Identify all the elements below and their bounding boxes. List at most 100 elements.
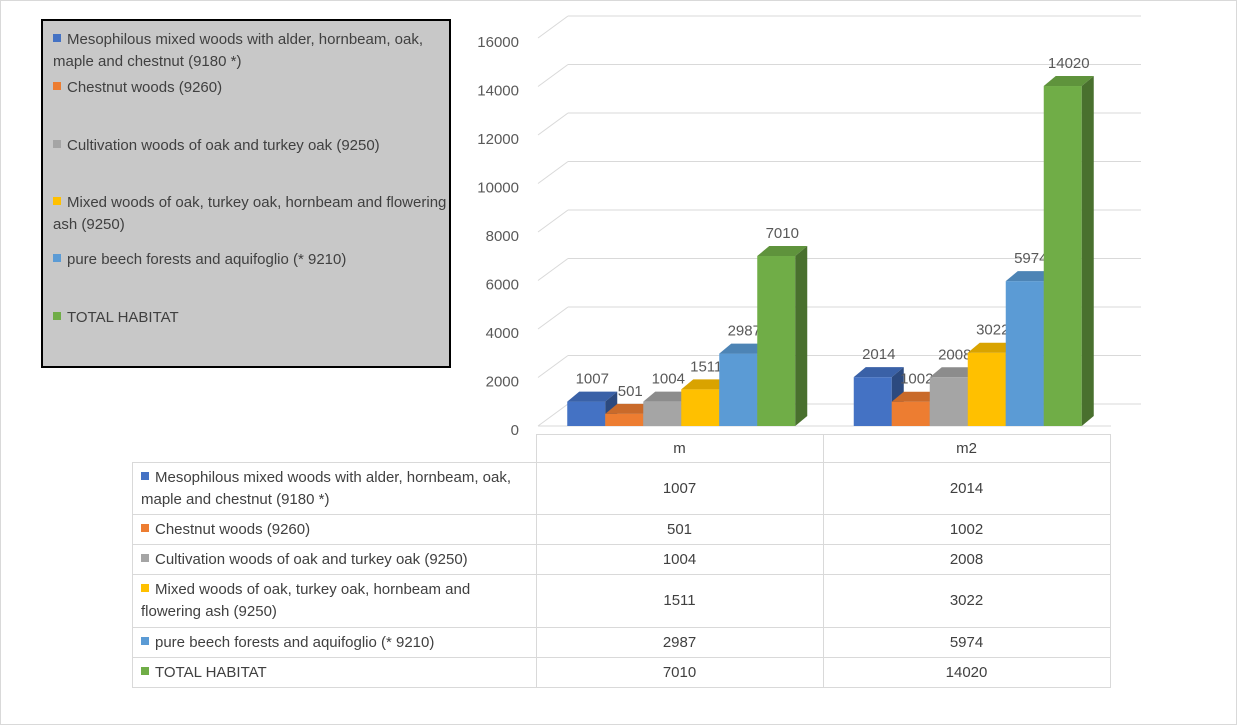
data-label: 501 [618, 383, 643, 400]
bar-front [643, 401, 682, 426]
grid-line [537, 15, 569, 39]
bar-top [929, 367, 980, 378]
legend-swatch [53, 34, 61, 42]
table-value: 2008 [822, 544, 1111, 575]
grid-line [537, 112, 569, 136]
legend-swatch [53, 197, 61, 205]
data-label: 2987 [728, 323, 761, 340]
legend-entry: Cultivation woods of oak and turkey oak … [53, 135, 448, 157]
row-header: Mesophilous mixed woods with alder, horn… [132, 462, 537, 515]
row-header: pure beech forests and aquifoglio (* 921… [132, 627, 537, 658]
legend-label: pure beech forests and aquifoglio (* 921… [67, 251, 347, 268]
column-header: m [535, 434, 824, 463]
column-header: m2 [822, 434, 1111, 463]
legend-label: Mixed woods of oak, turkey oak, hornbeam… [53, 194, 447, 233]
table-value: 501 [535, 514, 824, 545]
data-table: m m2 Mesophilous mixed woods with alder, h… [132, 434, 1111, 688]
table-value: 1002 [822, 514, 1111, 545]
data-label: 2014 [862, 346, 895, 363]
table-value: 1511 [535, 574, 824, 628]
table-swatch [141, 636, 149, 645]
table-swatch [141, 553, 149, 562]
table-value: 5974 [822, 627, 1111, 658]
data-label: 7010 [766, 225, 799, 242]
table-value: 1007 [535, 462, 824, 515]
legend-swatch [53, 312, 61, 320]
bar-top [643, 391, 694, 402]
data-label: 1002 [900, 371, 933, 388]
legend-label: Cultivation woods of oak and turkey oak … [67, 137, 380, 154]
grid-line [537, 403, 569, 427]
table-row: Chestnut woods (9260) 501 1002 [132, 514, 1111, 545]
bar [853, 367, 904, 426]
table-row: Mixed woods of oak, turkey oak, hornbeam… [132, 574, 1111, 628]
y-tick-label: 0 [511, 422, 519, 439]
legend-entry: Mesophilous mixed woods with alder, horn… [53, 29, 448, 73]
table-swatch [141, 523, 149, 532]
grid-line [537, 64, 569, 87]
bar-front [1043, 86, 1082, 426]
data-label: 1511 [690, 358, 722, 375]
bar-top [757, 246, 808, 257]
grid-line [537, 258, 569, 281]
row-label: TOTAL HABITAT [155, 663, 267, 681]
bar-front [681, 389, 720, 426]
row-label: Cultivation woods of oak and turkey oak … [155, 550, 468, 568]
corner-cell [132, 434, 537, 463]
bar-front [567, 401, 606, 426]
grid-line [537, 355, 569, 378]
bar-front [757, 256, 796, 426]
table-value: 7010 [535, 657, 824, 688]
data-label: 3022 [976, 322, 1009, 339]
y-tick-label: 2000 [486, 373, 519, 390]
bar-side [795, 246, 808, 426]
y-tick-label: 10000 [477, 179, 519, 196]
legend-swatch [53, 254, 61, 262]
legend-label: Mesophilous mixed woods with alder, horn… [53, 31, 424, 70]
legend-swatch [53, 82, 61, 90]
y-tick-label: 4000 [486, 325, 519, 342]
table-value: 1004 [535, 544, 824, 575]
row-header: TOTAL HABITAT [132, 657, 537, 688]
bar-front [891, 401, 930, 426]
bar-front [853, 377, 892, 426]
y-tick-label: 14000 [477, 82, 519, 99]
bar-side [1081, 76, 1094, 426]
table-value: 2987 [535, 627, 824, 658]
bar-top [681, 379, 732, 390]
grid-line [537, 306, 569, 330]
table-swatch [141, 666, 149, 675]
grid-line [537, 209, 569, 233]
bar-top [605, 403, 656, 414]
table-swatch [141, 584, 149, 592]
bar-front [967, 352, 1006, 426]
legend-entry: Mixed woods of oak, turkey oak, hornbeam… [53, 192, 448, 236]
row-header: Mixed woods of oak, turkey oak, hornbeam… [132, 574, 537, 628]
table-row: TOTAL HABITAT 7010 14020 [132, 657, 1111, 688]
bar-top [719, 343, 770, 354]
bar [757, 246, 808, 426]
row-header: Chestnut woods (9260) [132, 514, 537, 545]
bar-front [929, 377, 968, 426]
bar [1043, 76, 1094, 426]
legend-entry: TOTAL HABITAT [53, 307, 448, 329]
table-value: 14020 [822, 657, 1111, 688]
row-label: Chestnut woods (9260) [155, 520, 311, 538]
bar-top [967, 342, 1018, 353]
y-tick-label: 16000 [477, 34, 519, 51]
table-swatch [141, 471, 149, 480]
bar-top [1005, 271, 1056, 282]
table-header: m m2 [132, 434, 1111, 463]
data-label: 14020 [1048, 55, 1090, 72]
data-label: 5974 [1014, 250, 1047, 267]
table-row: pure beech forests and aquifoglio (* 921… [132, 627, 1111, 658]
bar-top [567, 391, 618, 402]
y-tick-label: 8000 [486, 228, 519, 245]
bar-top [891, 391, 942, 402]
legend-swatch [53, 140, 61, 148]
bar-top [853, 367, 904, 378]
legend: Mesophilous mixed woods with alder, horn… [41, 19, 451, 368]
legend-label: Chestnut woods (9260) [67, 79, 223, 96]
